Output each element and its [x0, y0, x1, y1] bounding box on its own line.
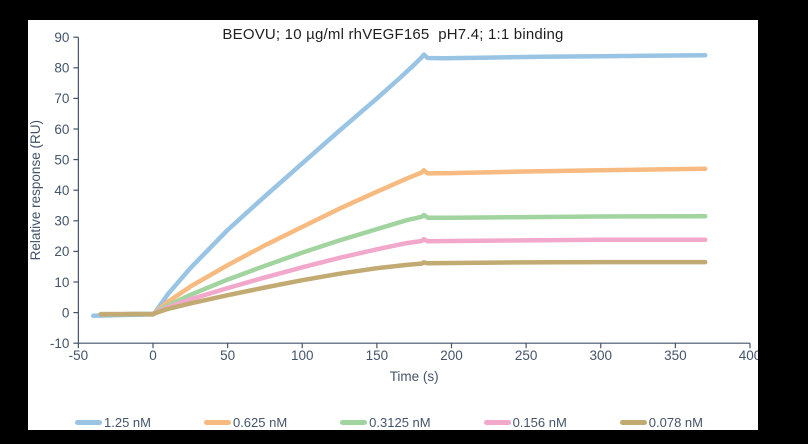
y-tick-label: 80 — [54, 61, 69, 76]
y-tick-label: 0 — [62, 305, 70, 320]
x-tick-label: 150 — [366, 348, 389, 363]
legend-item-1.25-nM: 1.25 nM — [75, 415, 151, 430]
x-tick-label: 400 — [739, 348, 758, 363]
legend-item-0.3125-nM: 0.3125 nM — [340, 414, 431, 430]
legend-label: 0.078 nM — [648, 414, 703, 430]
x-tick-label: 0 — [149, 348, 157, 363]
series-line-0.078-nM — [98, 259, 708, 317]
x-tick-label: 300 — [589, 348, 612, 363]
chart-card: BEOVU; 10 µg/ml rhVEGF165 pH7.4; 1:1 bin… — [28, 20, 758, 430]
x-tick-label: 50 — [220, 348, 235, 363]
chart-legend: 1.25 nM 0.625 nM 0.3125 nM 0.156 nM 0.078 nM — [75, 414, 703, 430]
legend-label: 1.25 nM — [104, 414, 151, 430]
chart-title: BEOVU; 10 µg/ml rhVEGF165 pH7.4; 1:1 bin… — [222, 26, 564, 43]
y-tick-label: 90 — [54, 30, 69, 45]
axis-lines — [77, 37, 750, 344]
y-tick-label: 40 — [54, 183, 69, 198]
y-tick-label: 70 — [54, 91, 69, 106]
legend-swatch-icon — [203, 419, 231, 425]
legend-label: 0.3125 nM — [369, 414, 431, 430]
y-tick-label: 20 — [54, 244, 69, 259]
legend-item-0.625-nM: 0.625 nM — [203, 414, 288, 430]
y-tick-label: 10 — [54, 275, 69, 290]
y-tick-label: 30 — [54, 214, 69, 229]
y-tick-label: 50 — [54, 152, 69, 167]
x-tick-label: 100 — [291, 348, 314, 363]
legend-item-0.078-nM: 0.078 nM — [619, 414, 703, 430]
legend-swatch-icon — [483, 419, 511, 425]
sensorgram-plot: -10 0 10 20 30 40 50 60 70 80 90 -50 0 50 100 150 200 250… — [28, 30, 758, 384]
x-axis-title: Time (s) — [390, 369, 439, 384]
legend-item-0.156-nM: 0.156 nM — [483, 414, 567, 430]
y-axis-title: Relative response (RU) — [28, 120, 43, 260]
y-tick-label: 60 — [54, 122, 69, 137]
series-line-1.25-nM — [91, 52, 708, 318]
y-tick-label: -10 — [50, 336, 70, 351]
x-tick-label: 250 — [515, 348, 538, 363]
x-tick-label: 350 — [664, 348, 687, 363]
x-tick-label: -50 — [69, 348, 89, 363]
legend-swatch-icon — [75, 419, 102, 425]
legend-label: 0.156 nM — [512, 414, 567, 430]
x-tick-label: 200 — [440, 348, 463, 363]
legend-swatch-icon — [619, 419, 647, 425]
legend-label: 0.625 nM — [232, 414, 288, 430]
legend-swatch-icon — [340, 419, 368, 425]
